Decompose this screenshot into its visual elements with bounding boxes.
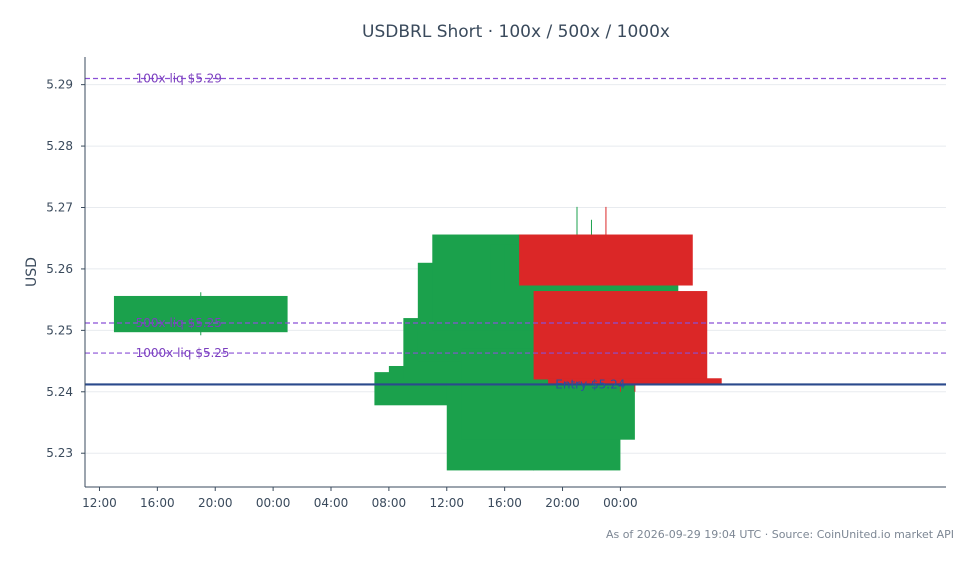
chart-title: USDBRL Short · 100x / 500x / 1000x [362,22,670,42]
y-tick-label: 5.25 [46,323,73,337]
entry-label: Entry $5.24 [555,377,625,391]
x-tick-label: 16:00 [140,496,175,510]
x-tick-label: 08:00 [372,496,407,510]
liquidation-label: 500x liq $5.25 [136,316,222,330]
y-axis-label: USD [24,257,40,287]
candle-body-up [113,295,288,333]
y-tick-label: 5.24 [46,385,73,399]
y-tick-label: 5.29 [46,78,73,92]
x-tick-label: 16:00 [487,496,522,510]
reference-lines: 100x liq $5.29 500x liq $5.25 1000x liq $5… [85,72,946,391]
candle-body-down [533,291,708,380]
x-tick-label: 20:00 [198,496,233,510]
x-tick-label: 12:00 [429,496,464,510]
liquidation-label: 1000x liq $5.25 [136,346,230,360]
x-tick-label: 00:00 [603,496,638,510]
axes [84,57,946,488]
x-ticks: 12:00 16:00 20:00 00:00 04:00 08:00 12:00 16:00… [82,487,638,510]
y-tick-label: 5.27 [46,201,73,215]
candle-layer [113,206,722,471]
x-tick-label: 12:00 [82,496,117,510]
y-tick-label: 5.28 [46,139,73,153]
candle-body-down [519,234,693,286]
y-ticks: 5.23 5.24 5.25 5.26 5.27 5.28 5.29 [46,78,85,460]
y-tick-label: 5.23 [46,446,73,460]
source-footer: As of 2026-09-29 19:04 UTC · Source: Coi… [606,528,954,541]
x-tick-label: 00:00 [256,496,291,510]
y-tick-label: 5.26 [46,262,73,276]
x-tick-label: 04:00 [314,496,349,510]
candle-body-down [548,378,722,385]
x-tick-label: 20:00 [545,496,580,510]
liquidation-label: 100x liq $5.29 [136,72,222,86]
